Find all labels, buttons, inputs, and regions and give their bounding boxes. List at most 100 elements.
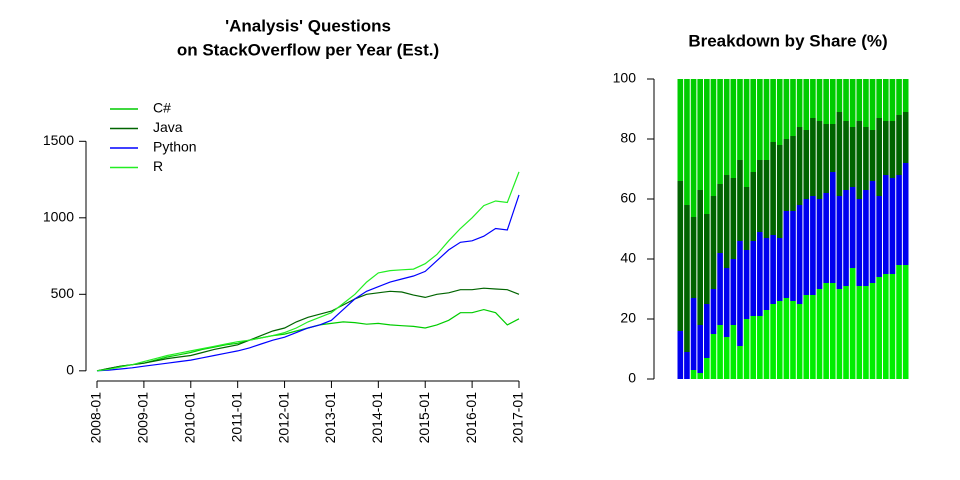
bar-segment xyxy=(843,286,849,379)
bar-segment xyxy=(763,79,770,160)
bar-segment xyxy=(896,115,902,175)
bar-segment xyxy=(743,319,750,379)
bar-segment xyxy=(704,214,710,304)
bar-segment xyxy=(863,286,869,379)
bar-segment xyxy=(776,79,783,145)
bar-segment xyxy=(816,289,823,379)
bar-segment xyxy=(750,172,757,241)
bar-segment xyxy=(770,79,776,142)
x-tick-label: 2009-01 xyxy=(135,392,151,444)
bar-segment xyxy=(717,79,723,184)
bar-segment xyxy=(790,211,796,301)
y-tick-label: 80 xyxy=(620,130,636,146)
bar-segment xyxy=(796,304,803,379)
bar-segment xyxy=(889,121,896,178)
bar-segment xyxy=(677,79,684,181)
bar-segment xyxy=(863,127,869,190)
bar-segment xyxy=(790,301,796,379)
bar-segment xyxy=(790,79,796,136)
bar-segment xyxy=(803,130,810,199)
bar-segment xyxy=(823,124,829,193)
chart-title: Breakdown by Share (%) xyxy=(688,31,887,50)
bar-segment xyxy=(902,112,909,163)
bar-segment xyxy=(902,79,909,112)
bar-segment xyxy=(750,79,757,172)
bar-segment xyxy=(684,352,690,379)
bar-segment xyxy=(717,325,723,379)
bar-segment xyxy=(796,205,803,304)
bar-segment xyxy=(876,118,882,196)
bar-segment xyxy=(896,175,902,265)
bar-segment xyxy=(776,238,783,301)
bar-segment xyxy=(856,121,863,199)
bar-segment xyxy=(803,295,810,379)
bar-segment xyxy=(889,178,896,274)
bar-segment xyxy=(863,190,869,286)
bar-segment xyxy=(876,196,882,277)
bar-segment xyxy=(849,79,856,127)
bar-segment xyxy=(783,298,790,379)
bar-segment xyxy=(704,358,710,379)
bar-segment xyxy=(757,79,763,160)
bar-segment xyxy=(849,268,856,379)
bar-segment xyxy=(710,289,717,334)
bar-segment xyxy=(863,79,869,127)
bar-segment xyxy=(816,199,823,289)
legend-label: R xyxy=(153,158,163,174)
bar-segment xyxy=(776,145,783,238)
bar-segment xyxy=(876,79,882,118)
bar-segment xyxy=(770,142,776,235)
bar-segment xyxy=(869,79,876,130)
bar-segment xyxy=(723,79,730,175)
bar-segment xyxy=(690,370,697,379)
bar-segment xyxy=(770,235,776,304)
bar-segment xyxy=(810,79,816,118)
bar-segment xyxy=(810,118,816,196)
bar-segment xyxy=(869,130,876,181)
series-line xyxy=(96,171,520,372)
bar-segment xyxy=(737,79,743,160)
bar-segment xyxy=(882,175,889,274)
bar-segment xyxy=(856,79,863,121)
bar-segment xyxy=(836,196,843,289)
chart-title: 'Analysis' Questions xyxy=(225,16,391,35)
bar-segment xyxy=(902,163,909,265)
bar-segment xyxy=(889,274,896,379)
bar-segment xyxy=(843,190,849,286)
bar-segment xyxy=(737,160,743,241)
y-tick-label: 1500 xyxy=(43,132,74,148)
bar-segment xyxy=(763,310,770,379)
bar-segment xyxy=(836,79,843,112)
bar-segment xyxy=(829,283,836,379)
bar-segment xyxy=(816,121,823,199)
y-tick-label: 1000 xyxy=(43,209,74,225)
bar-segment xyxy=(882,121,889,175)
bar-segment xyxy=(723,337,730,379)
bar-segment xyxy=(677,181,684,331)
bar-segment xyxy=(783,79,790,139)
y-tick-label: 20 xyxy=(620,310,636,326)
bar-segment xyxy=(710,334,717,379)
bar-segment xyxy=(697,373,704,379)
bar-segment xyxy=(810,295,816,379)
bar-segment xyxy=(730,259,737,325)
x-tick-label: 2015-01 xyxy=(416,392,432,444)
bar-segment xyxy=(717,184,723,253)
bar-segment xyxy=(690,217,697,298)
bar-segment xyxy=(790,136,796,211)
bar-segment xyxy=(843,79,849,121)
x-tick-label: 2014-01 xyxy=(369,392,385,444)
bar-segment xyxy=(796,79,803,127)
bar-segment xyxy=(783,139,790,211)
bar-segment xyxy=(690,79,697,217)
bar-segment xyxy=(730,325,737,379)
bar-segment xyxy=(757,160,763,232)
bar-segment xyxy=(896,265,902,379)
legend-label: Java xyxy=(153,119,183,135)
series-line xyxy=(96,287,520,372)
bar-segment xyxy=(776,301,783,379)
bar-segment xyxy=(829,124,836,172)
bar-segment xyxy=(882,79,889,121)
bar-segment xyxy=(704,304,710,358)
